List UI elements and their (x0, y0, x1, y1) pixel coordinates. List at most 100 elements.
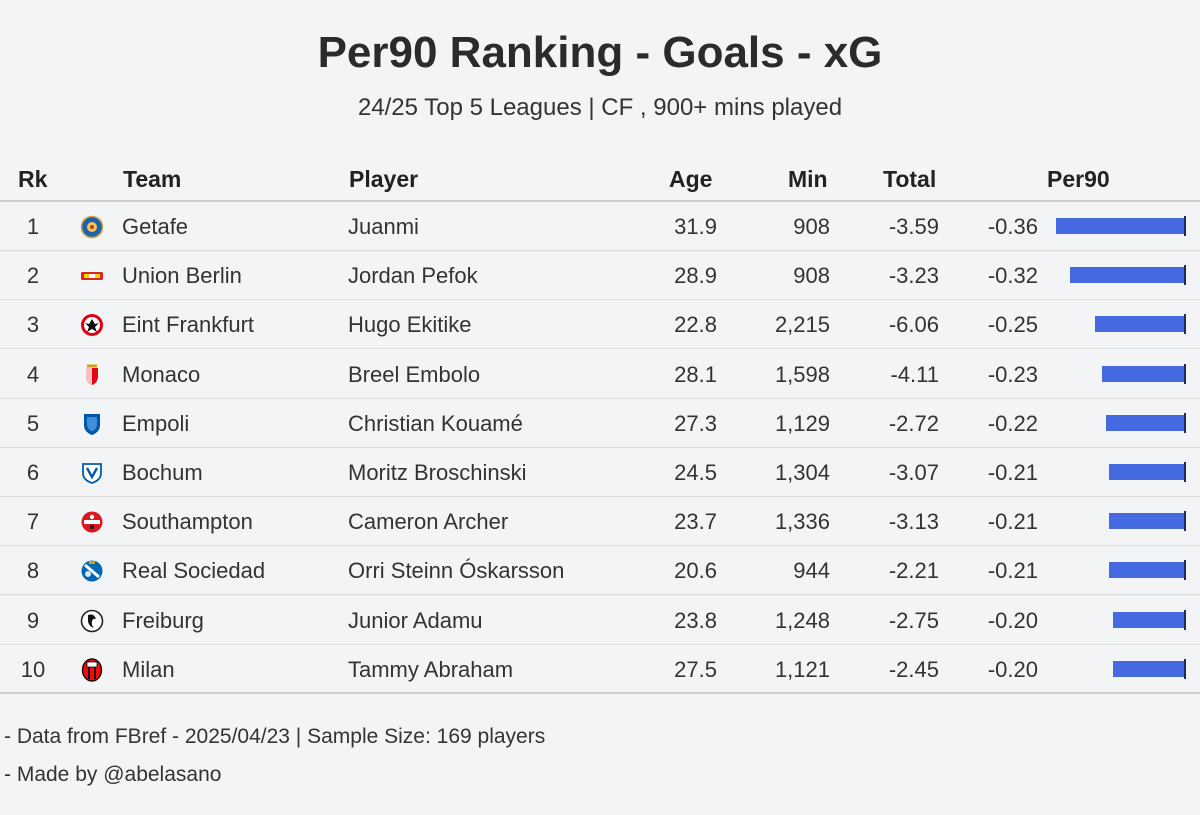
real-sociedad-crest-icon (81, 560, 103, 582)
rank-cell: 8 (26, 558, 40, 584)
bar-baseline-tick (1184, 314, 1186, 335)
header-divider (0, 200, 1200, 202)
player-cell: Tammy Abraham (348, 656, 514, 682)
minutes-cell: 2,215 (774, 312, 830, 338)
rank-cell: 6 (26, 460, 40, 485)
minutes-cell: 908 (793, 263, 830, 289)
eintracht-frankfurt-crest-icon (81, 314, 103, 337)
per90-bar (1056, 218, 1184, 234)
chart-title: Per90 Ranking - Goals - xG (317, 28, 883, 77)
per90-cell: -0.32 (987, 263, 1038, 289)
age-cell: 22.8 (674, 312, 717, 338)
player-cell: Jordan Pefok (348, 263, 478, 289)
milan-crest-icon (81, 658, 103, 682)
per90-cell: -0.23 (987, 361, 1038, 387)
bar-baseline-tick (1184, 363, 1186, 384)
team-cell: Eint Frankfurt (122, 312, 255, 338)
footer-source: - Data from FBref - 2025/04/23 | Sample … (4, 725, 546, 748)
rank-cell: 5 (26, 410, 40, 436)
age-cell: 20.6 (674, 558, 717, 584)
age-cell: 28.9 (674, 263, 717, 289)
team-cell: Empoli (122, 410, 190, 436)
age-cell: 24.5 (674, 460, 717, 485)
bar-baseline-tick (1184, 265, 1186, 286)
southampton-crest-icon (81, 511, 103, 533)
row-divider (0, 496, 1200, 497)
chart-subtitle: 24/25 Top 5 Leagues | CF , 900+ mins pla… (357, 94, 843, 121)
row-divider (0, 643, 1200, 645)
age-cell: 27.3 (674, 410, 717, 436)
row-divider (0, 348, 1200, 350)
team-cell: Union Berlin (122, 263, 242, 289)
team-cell: Freiburg (122, 607, 204, 633)
rank-cell: 9 (26, 607, 40, 633)
age-cell: 31.9 (674, 214, 717, 239)
table-row: 4 Monaco Breel Embolo 28.1 1,598 -4.11 -0.23 (0, 350, 1200, 399)
minutes-cell: 1,598 (774, 361, 830, 387)
minutes-cell: 1,121 (774, 656, 830, 682)
bar-baseline-tick (1184, 216, 1186, 236)
team-cell: Southampton (122, 509, 253, 535)
per90-cell: -0.21 (987, 558, 1038, 584)
per90-bar (1105, 414, 1184, 431)
header-player: Player (349, 166, 419, 192)
header-total: Total (883, 166, 937, 192)
row-divider (0, 446, 1200, 448)
header-rk: Rk (18, 166, 48, 192)
bar-baseline-tick (1184, 412, 1186, 433)
total-cell: -2.72 (888, 410, 939, 436)
table-bottom-divider (0, 692, 1200, 694)
row-divider (0, 250, 1200, 251)
per90-cell: -0.25 (987, 312, 1038, 338)
per90-bar (1095, 316, 1184, 333)
rank-cell: 1 (26, 214, 40, 239)
union-berlin-crest-icon (81, 272, 103, 281)
bar-baseline-tick (1184, 511, 1186, 532)
minutes-cell: 1,336 (774, 509, 830, 535)
getafe-crest-icon (80, 215, 104, 239)
bar-baseline-tick (1184, 462, 1186, 482)
total-cell: -3.07 (888, 460, 939, 485)
minutes-cell: 908 (793, 214, 830, 239)
total-cell: -6.06 (888, 312, 939, 338)
per90-cell: -0.20 (987, 607, 1038, 633)
table-row: 9 Freiburg Junior Adamu 23.8 1,248 -2.75 -0.20 (0, 596, 1200, 645)
player-cell: Orri Steinn Óskarsson (348, 558, 565, 584)
per90-bar (1109, 562, 1184, 579)
player-cell: Cameron Archer (348, 509, 509, 535)
per90-bar (1070, 267, 1184, 284)
per90-bar (1102, 365, 1184, 382)
rank-cell: 7 (26, 509, 40, 535)
rank-cell: 3 (26, 312, 40, 338)
per90-cell: -0.36 (987, 214, 1038, 239)
minutes-cell: 1,248 (774, 607, 830, 633)
minutes-cell: 944 (793, 558, 830, 584)
team-cell: Monaco (122, 361, 201, 387)
bar-baseline-tick (1184, 658, 1186, 679)
total-cell: -3.13 (888, 509, 939, 535)
total-cell: -2.21 (888, 558, 939, 584)
team-cell: Milan (122, 656, 175, 682)
per90-bar (1109, 513, 1184, 530)
table-row: 2 Union Berlin Jordan Pefok 28.9 908 -3.23 -0.… (0, 251, 1200, 301)
player-cell: Christian Kouamé (348, 410, 523, 436)
total-cell: -2.45 (888, 656, 939, 682)
header-min: Min (788, 166, 828, 192)
footer-credit: - Made by @abelasano (4, 763, 222, 786)
monaco-crest-icon (86, 364, 98, 385)
total-cell: -2.75 (888, 607, 939, 633)
player-cell: Juanmi (348, 214, 419, 239)
bar-baseline-tick (1184, 609, 1186, 630)
team-cell: Bochum (122, 460, 203, 485)
rank-cell: 4 (26, 361, 40, 387)
player-cell: Moritz Broschinski (348, 460, 527, 485)
table-row: 7 Southampton Cameron Archer 23.7 1,336 -3.13… (0, 497, 1200, 547)
player-cell: Breel Embolo (348, 361, 481, 387)
row-divider (0, 397, 1200, 399)
team-cell: Getafe (122, 214, 189, 239)
row-divider (0, 594, 1200, 596)
rank-cell: 2 (26, 263, 40, 289)
table-row: 10 Milan Tammy Abraham 27.5 1,121 -2.45 -0.20 (0, 645, 1200, 694)
total-cell: -4.11 (890, 361, 939, 387)
header-per90: Per90 (1047, 166, 1110, 192)
